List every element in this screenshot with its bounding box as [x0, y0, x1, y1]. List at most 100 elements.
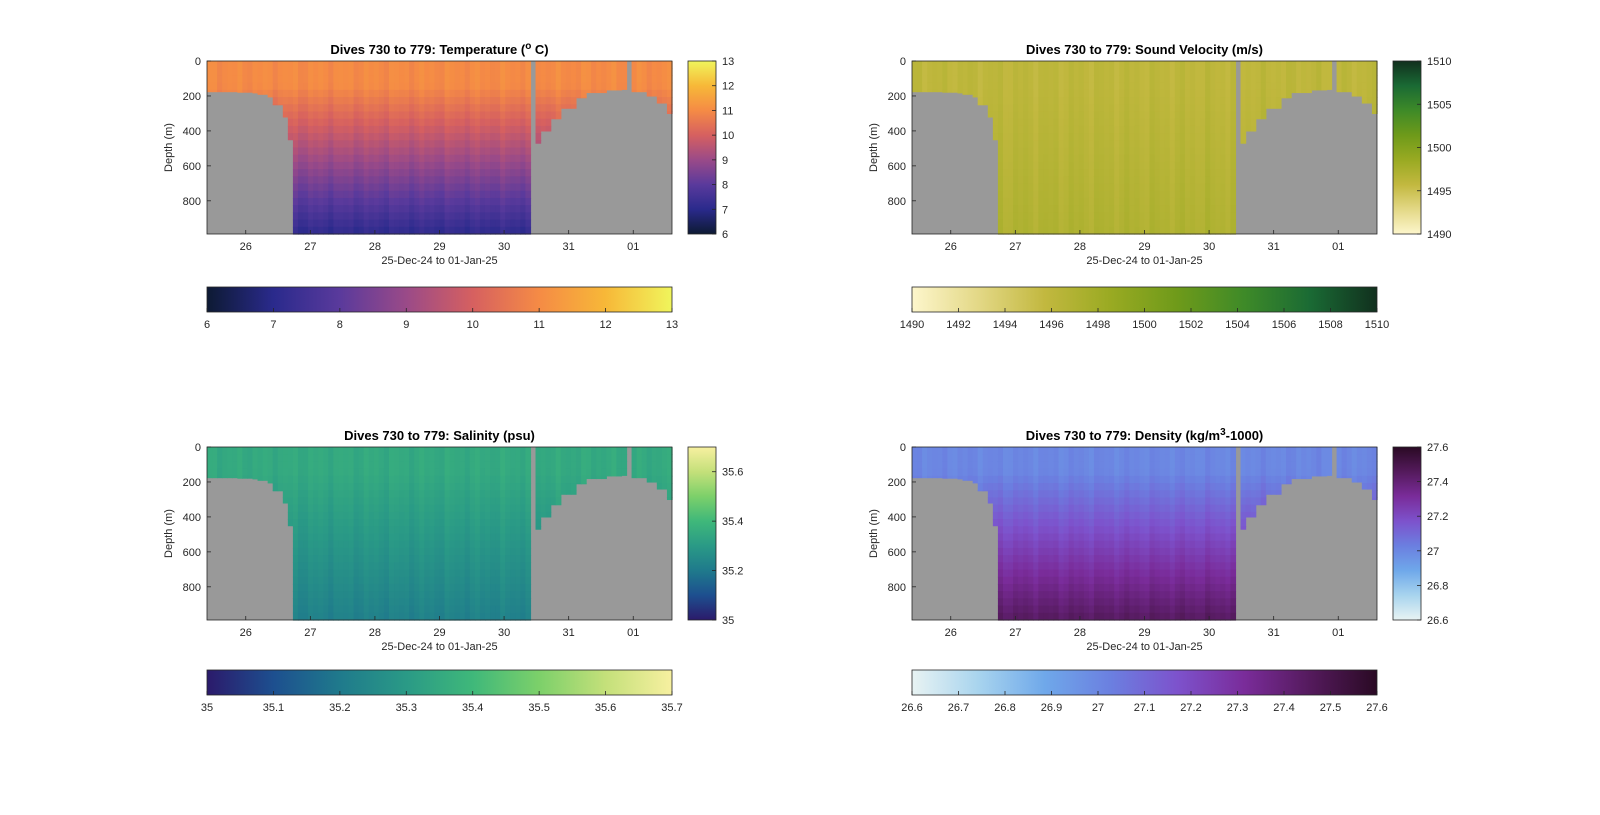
heatmap-cell [1099, 147, 1105, 156]
heatmap-cell [601, 454, 607, 463]
heatmap-cell [474, 75, 481, 84]
heatmap-cell [1028, 147, 1034, 156]
heatmap-cell [444, 447, 451, 455]
heatmap-cell [1018, 212, 1024, 221]
heatmap-cell [409, 591, 415, 599]
heatmap-cell [1306, 75, 1312, 84]
heatmap-cell [495, 555, 501, 563]
heatmap-cell [394, 447, 400, 455]
heatmap-cell [222, 461, 228, 470]
heatmap-cell [308, 447, 314, 455]
heatmap-cell [1023, 490, 1029, 499]
heatmap-cell [454, 147, 461, 156]
heatmap-cell [388, 533, 395, 542]
heatmap-cell [1053, 562, 1060, 571]
heatmap-cell [424, 533, 430, 542]
heatmap-cell [917, 75, 923, 84]
heatmap-cell [459, 169, 466, 177]
heatmap-cell [373, 562, 380, 571]
heatmap-cell [297, 555, 304, 563]
heatmap-cell [338, 147, 345, 156]
y-tick-label: 800 [183, 196, 201, 208]
heatmap-cell [1013, 212, 1019, 221]
heatmap-cell [1038, 104, 1045, 113]
heatmap-cell [303, 154, 309, 163]
heatmap-cell [459, 576, 466, 585]
heatmap-cell [1240, 82, 1247, 91]
heatmap-cell [439, 583, 446, 592]
heatmap-cell [474, 197, 481, 206]
heatmap-cell [1058, 75, 1065, 84]
heatmap-cell [252, 82, 259, 91]
heatmap-cell [606, 461, 612, 470]
heatmap-cell [1139, 176, 1146, 185]
heatmap-cell [404, 612, 410, 621]
heatmap-cell [1002, 176, 1009, 185]
heatmap-cell [1134, 183, 1141, 192]
heatmap-cell [1124, 104, 1130, 113]
heatmap-cell [515, 118, 521, 127]
heatmap-cell [474, 591, 481, 599]
heatmap-cell [1099, 104, 1105, 113]
heatmap-cell [404, 190, 410, 199]
heatmap-cell [1139, 140, 1146, 149]
heatmap-cell [378, 526, 385, 535]
heatmap-cell [444, 490, 451, 499]
heatmap-cell [490, 475, 496, 484]
heatmap-cell [1068, 176, 1075, 185]
heatmap-cell [525, 133, 532, 141]
heatmap-cell [399, 82, 405, 91]
heatmap-cell [373, 569, 380, 578]
heatmap-cell [1093, 519, 1100, 527]
heatmap-cell [495, 454, 501, 463]
heatmap-cell [1119, 176, 1125, 185]
heatmap-cell [297, 169, 304, 177]
heatmap-cell [631, 82, 638, 91]
heatmap-cell [454, 483, 461, 491]
heatmap-cell [525, 82, 532, 91]
heatmap-cell [409, 82, 415, 91]
heatmap-cell [1053, 89, 1060, 98]
heatmap-cell [570, 75, 577, 84]
heatmap-cell [1043, 61, 1050, 69]
heatmap-cell [1179, 176, 1186, 185]
heatmap-cell [1028, 540, 1034, 549]
heatmap-cell [525, 519, 532, 527]
heatmap-cell [601, 68, 607, 77]
heatmap-cell [1038, 533, 1045, 542]
heatmap-cell [1002, 190, 1009, 199]
heatmap-cell [1215, 118, 1221, 127]
heatmap-cell [565, 68, 572, 77]
heatmap-cell [1154, 118, 1161, 127]
heatmap-cell [1159, 61, 1166, 69]
heatmap-cell [368, 133, 375, 141]
heatmap-cell [353, 447, 360, 455]
heatmap-cell [575, 61, 582, 69]
heatmap-cell [439, 511, 446, 520]
heatmap-cell [1002, 547, 1009, 556]
heatmap-cell [303, 133, 309, 141]
heatmap-cell [1053, 591, 1060, 599]
heatmap-cell [479, 104, 486, 113]
heatmap-cell [922, 75, 928, 84]
heatmap-cell [378, 169, 385, 177]
heatmap-cell [510, 68, 516, 77]
heatmap-cell [1053, 226, 1060, 235]
heatmap-cell [343, 197, 350, 206]
heatmap-cell [1270, 89, 1277, 98]
heatmap-cell [1002, 161, 1009, 170]
heatmap-cell [328, 226, 334, 235]
heatmap-cell [1230, 219, 1237, 228]
heatmap-cell [520, 576, 527, 585]
heatmap-cell [409, 475, 415, 484]
heatmap-cell [1083, 190, 1090, 199]
heatmap-cell [464, 533, 471, 542]
heatmap-cell [328, 475, 334, 484]
heatmap-cell [1013, 490, 1019, 499]
heatmap-cell [343, 104, 350, 113]
heatmap-cell [419, 176, 425, 185]
heatmap-cell [510, 483, 516, 491]
heatmap-cell [1013, 111, 1019, 120]
heatmap-cell [1013, 190, 1019, 199]
heatmap-cell [1149, 212, 1156, 221]
